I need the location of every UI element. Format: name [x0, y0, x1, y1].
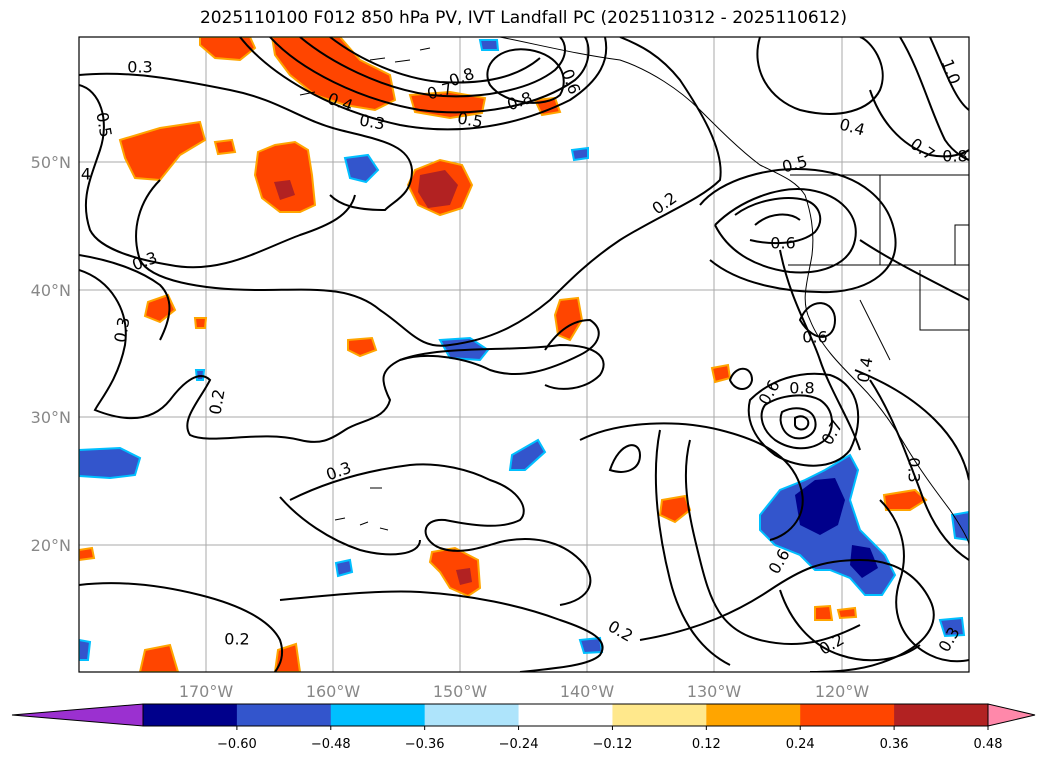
lon-tick-label: 120°W [815, 682, 870, 701]
coastlines [299, 37, 969, 546]
colorbar-tick-label: −0.36 [405, 737, 445, 752]
lat-tick-label: 40°N [31, 281, 71, 300]
colorbar-extend-high [987, 703, 1036, 727]
colorbar-bin [612, 704, 707, 726]
lon-tick-label: 170°W [179, 682, 234, 701]
contour-label: 0.6 [802, 328, 827, 347]
contour-label: 0.5 [92, 111, 115, 139]
colorbar-bin [330, 704, 426, 726]
lon-tick-label: 150°W [433, 682, 488, 701]
lon-tick-label: 130°W [687, 682, 742, 701]
colorbar-tick-label: −0.24 [499, 737, 539, 752]
latitude-ticks: 50°N 40°N 30°N 20°N [31, 153, 71, 555]
contour-label: 0.2 [224, 630, 249, 649]
longitude-ticks: 170°W 160°W 150°W 140°W 130°W 120°W [179, 682, 870, 701]
contour-label: 0.8 [942, 147, 967, 166]
contour-label: 0.8 [789, 379, 814, 398]
colorbar-extend-low [11, 703, 144, 727]
contour-label: 0.2 [205, 388, 228, 416]
colorbar-tick-label: 0.48 [974, 737, 1003, 752]
contour-label: 0.4 [853, 356, 876, 384]
colorbar-frame [142, 703, 989, 727]
colorbar-tick-label: 0.24 [786, 737, 815, 752]
colorbar-tick-label: 0.12 [692, 737, 721, 752]
contour-label: 0.3 [905, 457, 924, 482]
colorbar-tick-label: 0.36 [880, 737, 909, 752]
contour-label: 0.6 [770, 234, 795, 253]
colorbar-tick-label: −0.48 [311, 737, 351, 752]
lon-tick-label: 140°W [560, 682, 615, 701]
colorbar-bin [706, 704, 801, 726]
contour-label: 0.3 [358, 110, 386, 133]
map-panel [79, 37, 969, 672]
contour-label: 0.3 [127, 58, 152, 77]
colorbar-bin [143, 704, 238, 726]
colorbar-bin [800, 704, 895, 726]
colorbar: −0.60 −0.48 −0.36 −0.24 −0.12 0.12 0.24 0.36 0.4… [11, 703, 1036, 752]
lat-tick-label: 30°N [31, 408, 71, 427]
pv-contours [79, 37, 969, 672]
map-frame [78, 36, 970, 673]
lon-tick-label: 160°W [306, 682, 361, 701]
contour-label: 4 [81, 165, 91, 184]
contour-label: 0.5 [456, 108, 484, 131]
map-title: 2025110100 F012 850 hPa PV, IVT Landfall… [199, 8, 847, 28]
colorbar-tick-label: −0.60 [217, 737, 257, 752]
colorbar-bin [424, 704, 520, 726]
colorbar-bin [236, 704, 332, 726]
colorbar-bin [518, 704, 613, 726]
lat-tick-label: 50°N [31, 153, 71, 172]
colorbar-tick-label: −0.12 [593, 737, 633, 752]
contour-label: 0.3 [110, 316, 133, 344]
lat-tick-label: 20°N [31, 536, 71, 555]
colorbar-bin [894, 704, 989, 726]
